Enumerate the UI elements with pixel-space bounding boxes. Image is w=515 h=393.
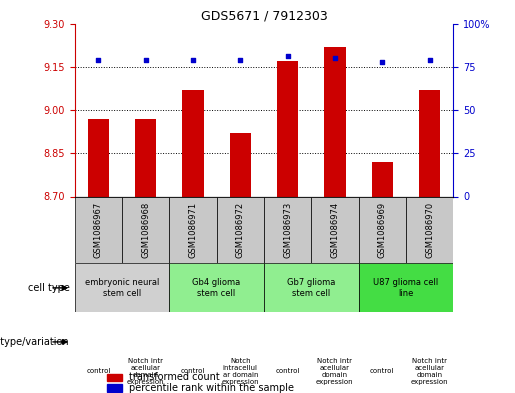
Bar: [135, 119, 156, 196]
Point: [331, 55, 339, 61]
Point: [189, 57, 197, 63]
Text: control: control: [86, 368, 111, 375]
Title: GDS5671 / 7912303: GDS5671 / 7912303: [200, 9, 328, 22]
Bar: [358, 196, 406, 263]
Bar: [264, 263, 358, 312]
Text: control: control: [370, 368, 394, 375]
Text: genotype/variation: genotype/variation: [0, 337, 70, 347]
Bar: [406, 196, 453, 263]
Bar: [372, 162, 393, 196]
Text: GSM1086974: GSM1086974: [331, 202, 339, 258]
Bar: [182, 90, 203, 196]
Bar: [230, 133, 251, 196]
Bar: [108, 373, 122, 381]
Bar: [311, 196, 358, 263]
Text: Notch intr
acellular
domain
expression: Notch intr acellular domain expression: [411, 358, 449, 385]
Text: GSM1086973: GSM1086973: [283, 202, 292, 258]
Text: GSM1086968: GSM1086968: [141, 202, 150, 258]
Point: [378, 59, 386, 65]
Text: U87 glioma cell
line: U87 glioma cell line: [373, 278, 438, 298]
Point: [425, 57, 434, 63]
Text: GSM1086972: GSM1086972: [236, 202, 245, 258]
Bar: [277, 61, 298, 196]
Text: GSM1086970: GSM1086970: [425, 202, 434, 258]
Point: [283, 53, 291, 60]
Text: GSM1086969: GSM1086969: [377, 202, 387, 258]
Bar: [169, 263, 264, 312]
Text: Gb7 glioma
stem cell: Gb7 glioma stem cell: [287, 278, 335, 298]
Bar: [75, 263, 169, 312]
Text: control: control: [181, 368, 205, 375]
Point: [236, 57, 245, 63]
Bar: [75, 196, 122, 263]
Text: GSM1086971: GSM1086971: [188, 202, 197, 258]
Bar: [324, 47, 346, 196]
Point: [142, 57, 150, 63]
Text: GSM1086967: GSM1086967: [94, 202, 103, 258]
Text: percentile rank within the sample: percentile rank within the sample: [129, 383, 294, 393]
Bar: [358, 263, 453, 312]
Bar: [108, 384, 122, 392]
Text: Notch intr
acellular
domain
expression: Notch intr acellular domain expression: [316, 358, 354, 385]
Text: embryonic neural
stem cell: embryonic neural stem cell: [85, 278, 159, 298]
Text: cell type: cell type: [28, 283, 70, 293]
Bar: [217, 196, 264, 263]
Bar: [169, 196, 217, 263]
Point: [94, 57, 102, 63]
Text: transformed count: transformed count: [129, 372, 219, 382]
Text: Gb4 glioma
stem cell: Gb4 glioma stem cell: [193, 278, 241, 298]
Text: control: control: [276, 368, 300, 375]
Bar: [88, 119, 109, 196]
Bar: [264, 196, 311, 263]
Bar: [419, 90, 440, 196]
Text: Notch intr
acellular
domain
expression: Notch intr acellular domain expression: [127, 358, 164, 385]
Bar: [122, 196, 169, 263]
Text: Notch
intracellul
ar domain
expression: Notch intracellul ar domain expression: [221, 358, 259, 385]
